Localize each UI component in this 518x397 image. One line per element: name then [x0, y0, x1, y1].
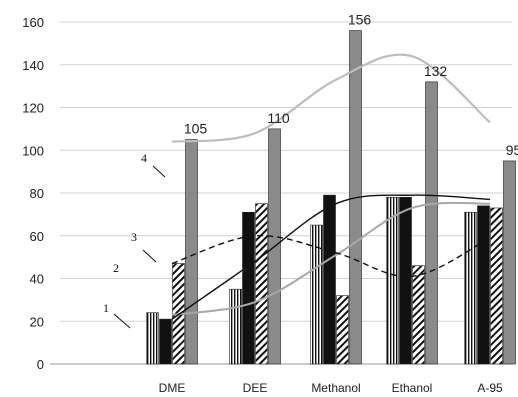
curve-2: [171, 194, 491, 320]
bar-diagonal-hatch: [336, 295, 349, 365]
curve-4: [171, 53, 491, 143]
curve-1: [171, 201, 491, 316]
y-axis-ticks: 0 20 40 60 80 100 120 140 160: [22, 15, 44, 372]
bar-vertical-stripes: [146, 312, 159, 365]
bars: [146, 30, 516, 365]
bar-vertical-stripes: [464, 211, 477, 365]
category-labels: DME DEE Methanol Ethanol A-95: [159, 381, 503, 395]
y-tick-label: 20: [30, 314, 44, 329]
curve-marker-label: 2: [113, 261, 119, 275]
y-tick-label: 40: [30, 272, 44, 287]
curve-marker-label: 4: [141, 151, 147, 165]
curve-marker-label: 3: [131, 230, 137, 244]
y-tick-label: 100: [22, 143, 44, 158]
bar-solid-black: [159, 318, 172, 365]
bar-solid-gray: [503, 160, 516, 365]
bar-solid-black: [242, 211, 255, 365]
data-label: 132: [424, 63, 448, 79]
y-tick-label: 160: [22, 15, 44, 30]
curve-markers: 1 2 3 4: [103, 151, 166, 329]
bar-diagonal-hatch: [255, 203, 268, 365]
bar-solid-black: [399, 196, 412, 365]
y-tick-label: 60: [30, 229, 44, 244]
bar-vertical-stripes: [310, 224, 323, 365]
data-label: 95: [506, 142, 518, 158]
curve-marker-leader: [113, 313, 131, 329]
category-label: DEE: [243, 381, 268, 395]
bar-solid-gray: [185, 139, 198, 365]
data-label: 110: [267, 110, 290, 126]
y-tick-label: 0: [37, 357, 44, 372]
category-label: DME: [159, 381, 186, 395]
curves: [171, 53, 491, 320]
y-tick-label: 140: [22, 58, 44, 73]
data-label: 105: [184, 121, 208, 137]
y-tick-label: 120: [22, 101, 44, 116]
category-label: Ethanol: [392, 381, 433, 395]
bar-diagonal-hatch: [490, 207, 503, 365]
category-label: Methanol: [311, 381, 360, 395]
curve-3: [171, 234, 491, 278]
data-labels: 105 110 156 132 95: [184, 12, 518, 158]
bar-solid-gray: [425, 81, 438, 365]
category-label: A-95: [477, 381, 503, 395]
y-tick-label: 80: [30, 186, 44, 201]
curve-marker-leader: [152, 165, 166, 178]
data-label: 156: [348, 12, 372, 28]
bar-vertical-stripes: [386, 196, 399, 365]
curve-marker-leader: [142, 249, 157, 263]
bar-solid-black: [323, 194, 336, 365]
bar-diagonal-hatch: [412, 265, 425, 365]
curve-marker-label: 1: [103, 301, 109, 315]
bar-vertical-stripes: [229, 288, 242, 365]
bar-solid-black: [477, 205, 490, 365]
